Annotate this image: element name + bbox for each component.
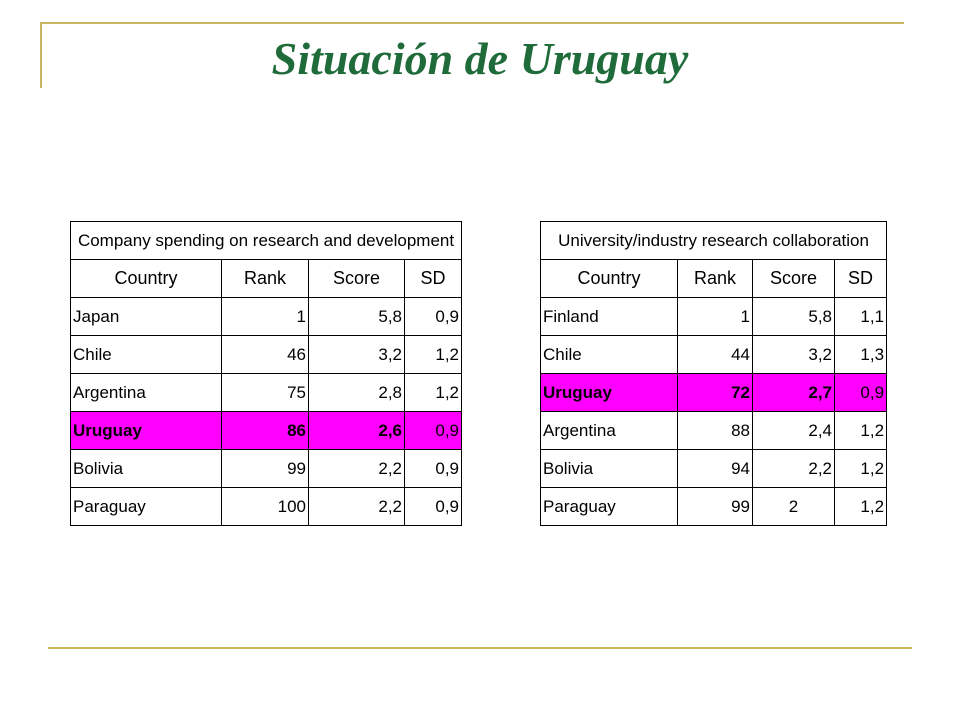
country-cell: Paraguay [70,487,222,526]
score-cell: 2,8 [308,373,405,412]
score-cell: 5,8 [308,297,405,336]
header-rank: Rank [677,259,753,298]
table-row: Finland 1 5,8 1,1 [540,297,888,336]
score-cell: 3,2 [308,335,405,374]
rank-cell: 1 [221,297,309,336]
bottom-rule [48,647,912,649]
rank-cell: 94 [677,449,753,488]
header-country: Country [540,259,678,298]
score-cell: 2 [752,487,835,526]
rd-spending-caption: Company spending on research and develop… [69,221,463,260]
left-rule [40,22,42,88]
highlighted-row-uruguay: Uruguay 86 2,6 0,9 [70,411,463,450]
country-cell: Uruguay [70,411,222,450]
slide-title: Situación de Uruguay [271,33,689,84]
sd-cell: 1,2 [403,335,463,374]
highlighted-row-uruguay: Uruguay 72 2,7 0,9 [540,373,888,412]
country-cell: Bolivia [540,449,678,488]
country-cell: Argentina [70,373,222,412]
country-cell: Japan [70,297,222,336]
score-cell: 2,2 [308,487,405,526]
score-cell: 2,6 [308,411,405,450]
table-row: Bolivia 99 2,2 0,9 [70,449,463,488]
rank-cell: 100 [221,487,309,526]
score-cell: 5,8 [752,297,835,336]
table-row: Paraguay 99 2 1,2 [540,487,888,526]
sd-cell: 0,9 [403,297,463,336]
country-cell: Chile [70,335,222,374]
top-rule [40,22,904,24]
header-score: Score [752,259,835,298]
rank-cell: 72 [677,373,753,412]
sd-cell: 1,2 [833,487,888,526]
country-cell: Finland [540,297,678,336]
table-row: Chile 46 3,2 1,2 [70,335,463,374]
table-row: Argentina 75 2,8 1,2 [70,373,463,412]
sd-cell: 0,9 [403,411,463,450]
rank-cell: 99 [677,487,753,526]
table-row: Japan 1 5,8 0,9 [70,297,463,336]
score-cell: 3,2 [752,335,835,374]
sd-cell: 1,2 [833,449,888,488]
table-row: Chile 44 3,2 1,3 [540,335,888,374]
rank-cell: 46 [221,335,309,374]
score-cell: 2,7 [752,373,835,412]
sd-cell: 0,9 [403,449,463,488]
sd-cell: 1,2 [833,411,888,450]
table-row: Argentina 88 2,4 1,2 [540,411,888,450]
table-row: Paraguay 100 2,2 0,9 [70,487,463,526]
rd-spending-table: Company spending on research and develop… [69,221,463,526]
country-cell: Uruguay [540,373,678,412]
sd-cell: 1,1 [833,297,888,336]
header-score: Score [308,259,405,298]
rank-cell: 88 [677,411,753,450]
rank-cell: 1 [677,297,753,336]
header-rank: Rank [221,259,309,298]
header-sd: SD [833,259,888,298]
score-cell: 2,2 [308,449,405,488]
rank-cell: 86 [221,411,309,450]
score-cell: 2,4 [752,411,835,450]
collaboration-header-row: Country Rank Score SD [540,259,888,298]
header-sd: SD [403,259,463,298]
header-country: Country [70,259,222,298]
sd-cell: 0,9 [403,487,463,526]
sd-cell: 0,9 [833,373,888,412]
country-cell: Paraguay [540,487,678,526]
collaboration-table: University/industry research collaborati… [539,221,888,526]
country-cell: Chile [540,335,678,374]
sd-cell: 1,2 [403,373,463,412]
rank-cell: 44 [677,335,753,374]
score-cell: 2,2 [752,449,835,488]
rank-cell: 99 [221,449,309,488]
collaboration-caption: University/industry research collaborati… [539,221,888,260]
sd-cell: 1,3 [833,335,888,374]
table-row: Bolivia 94 2,2 1,2 [540,449,888,488]
rank-cell: 75 [221,373,309,412]
country-cell: Bolivia [70,449,222,488]
rd-spending-header-row: Country Rank Score SD [70,259,463,298]
country-cell: Argentina [540,411,678,450]
